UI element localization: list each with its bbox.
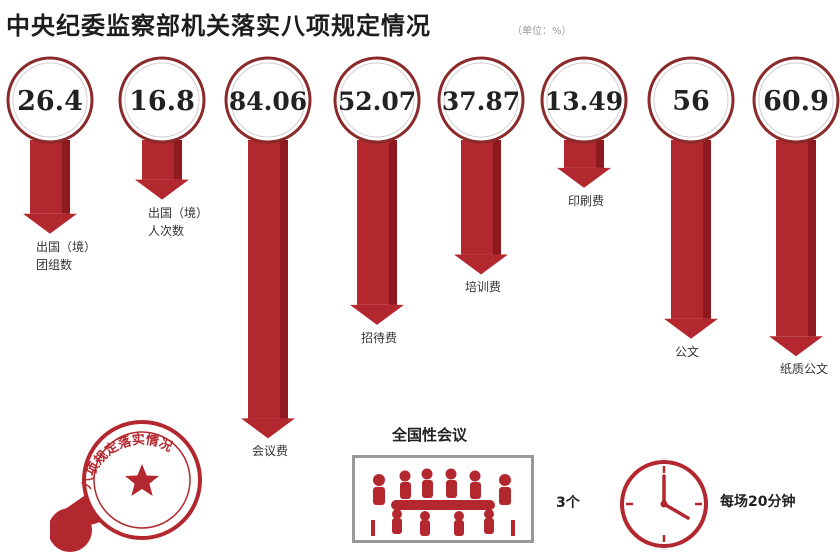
value-circle-inner-7 [758,62,834,138]
value-circle-4 [437,56,525,144]
value-label-5: 13.49 [545,87,623,116]
seal-stamp: 八项规定落实情况 [48,410,210,557]
category-label-2: 会议费 [252,442,288,460]
category-label-7: 纸质公文 [780,360,828,378]
bar-arrowhead-5 [557,167,611,188]
category-label-line: 团组数 [36,257,73,272]
bar-shade-6 [703,140,711,319]
category-label-line: 出国（境） [148,205,209,220]
category-label-line: 公文 [675,344,700,359]
category-label-3: 招待费 [361,329,397,347]
bar-shade-7 [808,140,816,337]
bar-arrowhead-1 [135,179,189,200]
value-circle-7 [752,56,840,144]
value-circle-inner-4 [443,62,519,138]
category-label-line: 印刷费 [568,193,605,208]
bar-shade-0 [62,140,70,214]
people-silhouettes [371,468,515,536]
bar-arrowhead-6 [664,318,718,339]
time-text: 每场20分钟 [720,494,796,510]
value-label-7: 60.9 [763,86,829,117]
meeting-count: 3个 [556,495,580,511]
value-label-4: 37.87 [442,87,520,116]
bar-arrowhead-3 [350,304,404,325]
value-circle-inner-5 [546,62,622,138]
value-circle-inner-2 [230,62,306,138]
unit-note: （单位：%） [512,26,572,37]
bar-shade-4 [493,140,501,255]
value-circle-inner-0 [12,62,88,138]
category-label-0: 出国（境） 团组数 [36,238,96,274]
value-circle-1 [118,56,206,144]
value-circle-2 [224,56,312,144]
category-label-1: 出国（境） 人次数 [148,204,208,240]
category-label-6: 公文 [675,343,699,361]
meeting-illustration [352,455,534,543]
bar-arrowhead-4 [454,254,508,275]
value-circle-inner-1 [124,62,200,138]
bar-arrowhead-0 [23,213,77,234]
category-label-line: 出国（境） [36,239,97,254]
value-label-6: 56 [672,86,710,117]
bar-arrowhead-7 [769,336,823,357]
table-shape [391,500,495,510]
bar-arrowhead-2 [241,418,295,439]
chart-title: 中央纪委监察部机关落实八项规定情况 [6,12,431,40]
meeting-title: 全国性会议 [392,426,468,444]
bar-shade-3 [389,140,397,305]
category-label-line: 人次数 [148,223,185,238]
value-label-2: 84.06 [229,87,307,116]
value-label-3: 52.07 [338,87,416,116]
bar-shade-5 [596,140,604,168]
category-label-line: 招待费 [361,330,398,345]
value-circle-3 [333,56,421,144]
value-circle-5 [540,56,628,144]
category-label-5: 印刷费 [568,192,604,210]
bar-shade-2 [280,140,288,419]
value-circle-6 [647,56,735,144]
value-label-0: 26.4 [17,86,83,117]
category-label-line: 会议费 [252,444,289,459]
category-label-line: 培训费 [465,280,502,295]
value-label-1: 16.8 [129,86,195,117]
value-circle-inner-3 [339,62,415,138]
value-circle-inner-6 [653,62,729,138]
bar-shade-1 [174,140,182,180]
category-label-4: 培训费 [465,278,501,296]
value-circle-0 [6,56,94,144]
category-label-line: 纸质公文 [780,362,829,377]
clock-icon [618,458,710,554]
star-icon [125,464,159,496]
